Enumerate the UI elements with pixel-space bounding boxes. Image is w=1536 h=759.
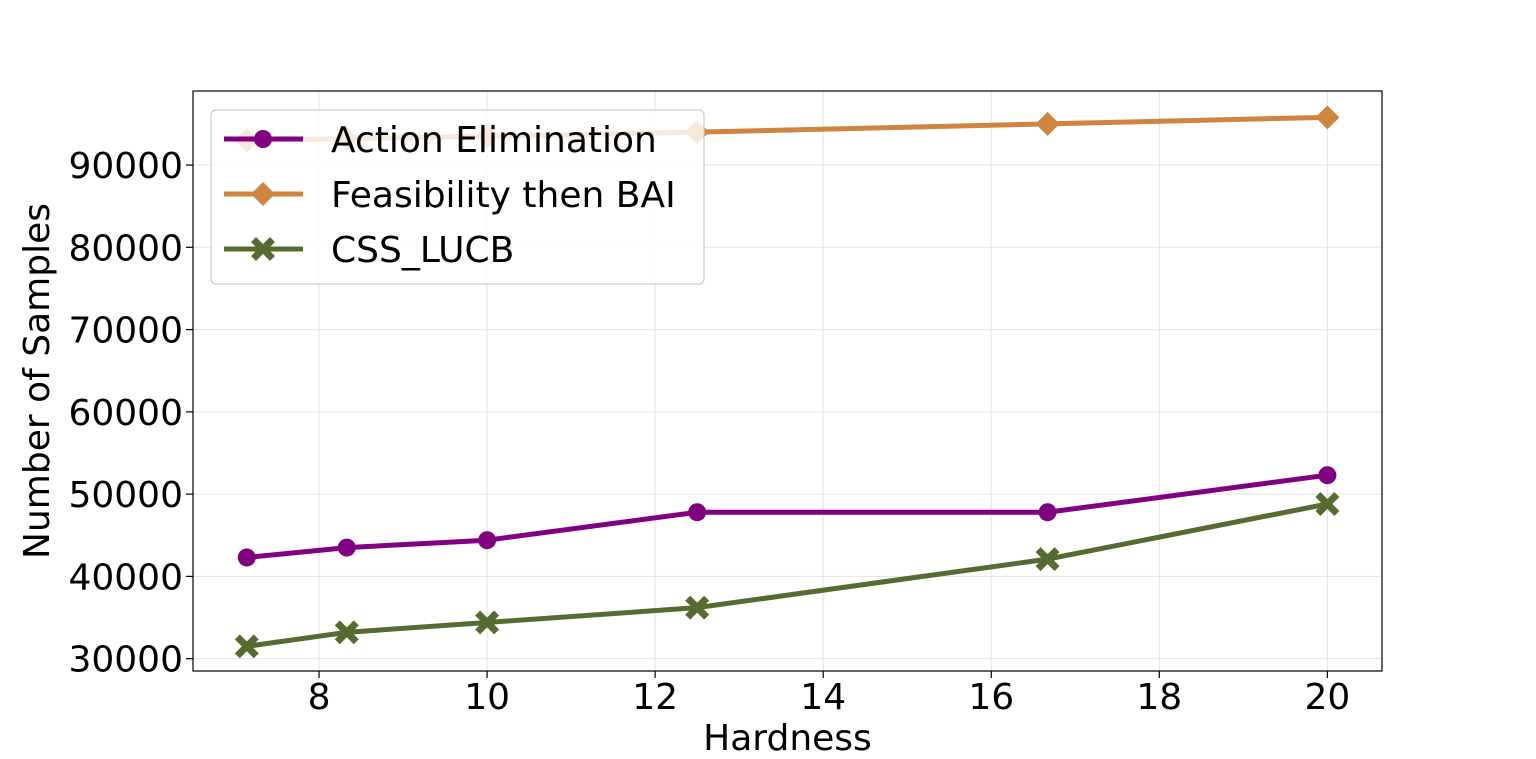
data-point-marker <box>1315 492 1340 516</box>
data-point-marker <box>1318 466 1337 485</box>
legend-marker <box>251 237 275 261</box>
x-tick-label: 20 <box>1304 677 1350 718</box>
y-tick-label: 80000 <box>68 228 183 269</box>
legend-label: Action Elimination <box>331 120 657 161</box>
y-tick-label: 60000 <box>68 393 183 434</box>
legend-box <box>210 109 705 285</box>
series-line <box>246 501 1328 649</box>
legend-label: Feasibility then BAI <box>331 175 676 216</box>
data-point-marker <box>337 538 356 557</box>
x-tick-label: 18 <box>1136 677 1182 718</box>
series-css-lucb <box>234 492 1340 659</box>
x-axis-label: Hardness <box>703 718 872 754</box>
data-point-marker <box>685 595 710 620</box>
legend: Action Elimination Feasibility then BAI CS… <box>210 109 705 285</box>
y-tick-label: 50000 <box>68 475 183 516</box>
y-tick-label: 90000 <box>68 146 183 187</box>
data-point-marker <box>688 503 707 522</box>
legend-marker <box>251 182 275 206</box>
x-tick-label: 16 <box>968 677 1014 718</box>
legend-marker <box>254 130 272 148</box>
series-line <box>246 472 1328 560</box>
data-point-marker <box>237 548 256 567</box>
y-tick-label: 30000 <box>68 640 183 681</box>
data-point-marker <box>1035 111 1060 136</box>
axis-ticks: 8 10 12 14 16 18 20 30000 40000 50000 60000 70000 80… <box>68 146 1350 718</box>
x-tick-label: 8 <box>308 677 331 718</box>
data-point-marker <box>234 634 259 659</box>
y-tick-label: 70000 <box>68 311 183 352</box>
data-point-marker <box>334 620 359 645</box>
plot-frame <box>192 90 1383 672</box>
series-action-elimination <box>237 466 1337 567</box>
legend-label: CSS_LUCB <box>331 230 514 271</box>
data-point-marker <box>1315 105 1340 130</box>
data-point-marker <box>1035 547 1060 572</box>
data-point-marker <box>1038 503 1057 522</box>
x-tick-label: 12 <box>632 677 678 718</box>
y-tick-label: 40000 <box>68 557 183 598</box>
data-point-marker <box>478 531 497 550</box>
y-axis-label: Number of Samples <box>17 203 58 559</box>
x-tick-label: 14 <box>800 677 846 718</box>
data-point-marker <box>475 610 500 635</box>
x-tick-label: 10 <box>464 677 510 718</box>
